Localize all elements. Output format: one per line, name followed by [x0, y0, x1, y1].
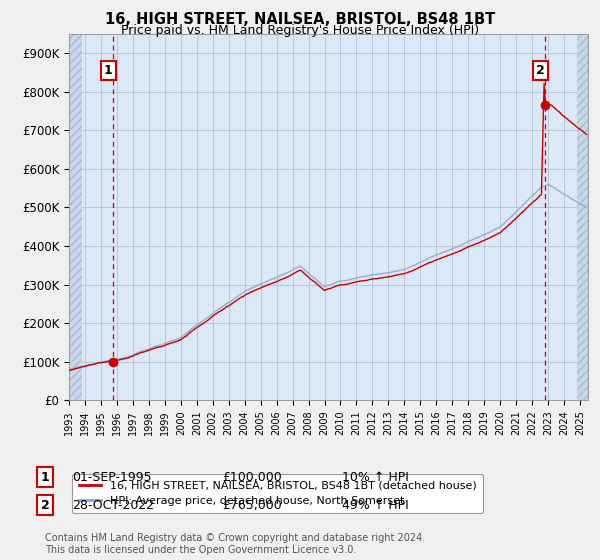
Text: 2: 2: [536, 64, 545, 77]
Text: £765,000: £765,000: [222, 498, 282, 512]
Text: 28-OCT-2022: 28-OCT-2022: [72, 498, 154, 512]
Text: 16, HIGH STREET, NAILSEA, BRISTOL, BS48 1BT: 16, HIGH STREET, NAILSEA, BRISTOL, BS48 …: [105, 12, 495, 27]
Legend: 16, HIGH STREET, NAILSEA, BRISTOL, BS48 1BT (detached house), HPI: Average price: 16, HIGH STREET, NAILSEA, BRISTOL, BS48 …: [72, 474, 483, 513]
Text: Contains HM Land Registry data © Crown copyright and database right 2024.
This d: Contains HM Land Registry data © Crown c…: [45, 533, 425, 555]
Text: 1: 1: [104, 64, 112, 77]
Text: 10% ↑ HPI: 10% ↑ HPI: [342, 470, 409, 484]
Text: 1: 1: [41, 470, 49, 484]
Text: 2: 2: [41, 498, 49, 512]
Text: £100,000: £100,000: [222, 470, 282, 484]
Text: 01-SEP-1995: 01-SEP-1995: [72, 470, 152, 484]
Text: Price paid vs. HM Land Registry's House Price Index (HPI): Price paid vs. HM Land Registry's House …: [121, 24, 479, 36]
Text: 49% ↑ HPI: 49% ↑ HPI: [342, 498, 409, 512]
